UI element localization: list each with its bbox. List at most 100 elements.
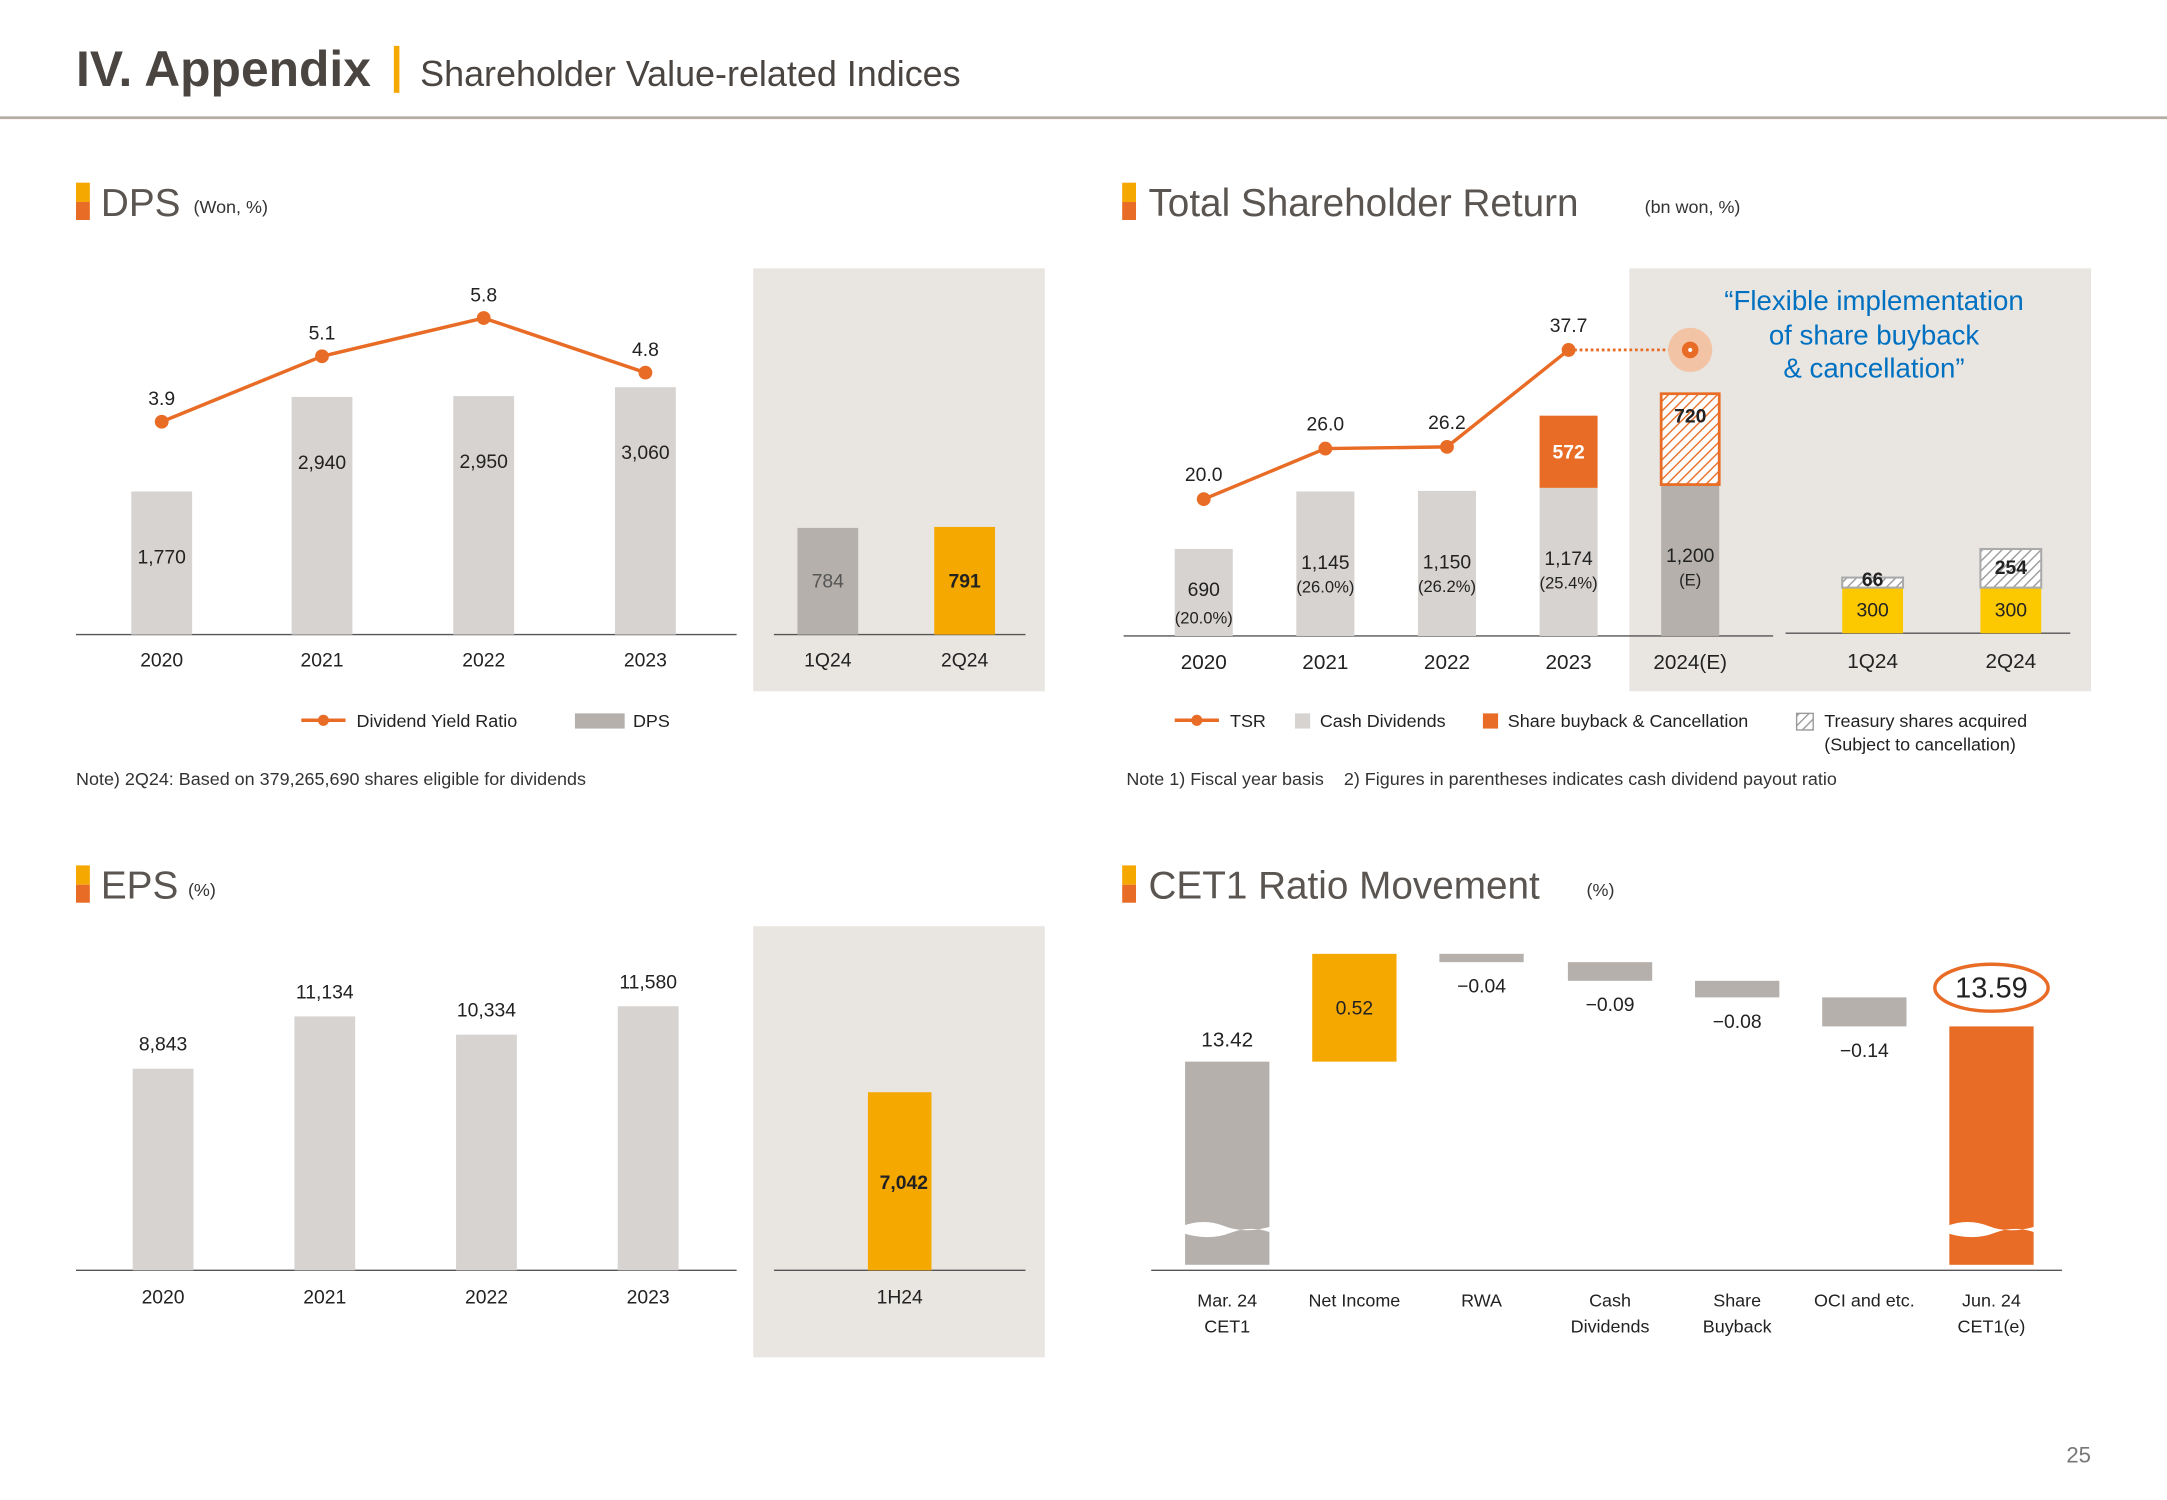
section-marker-icon (1122, 182, 1137, 203)
dps-section-header: DPS (Won, %) (76, 182, 268, 225)
tsr-cash-dividend-bar (1661, 484, 1720, 636)
dps-yield-point (476, 311, 491, 325)
tsr-treasury-bar (1979, 547, 2043, 589)
legend-treasury-label: Treasury shares acquired (1824, 711, 2027, 731)
tsr-x-tick: 2020 (1181, 651, 1227, 674)
tsr-section-header: Total Shareholder Return (bn won, %) (1122, 182, 1740, 225)
tsr-cash-label: 1,174 (1544, 548, 1593, 570)
page-subtitle: Shareholder Value-related Indices (420, 53, 961, 94)
eps-section-header: EPS (%) (76, 865, 216, 908)
eps-x-tick: 2022 (465, 1286, 508, 1308)
dps-quarter-panel (753, 268, 1045, 692)
eps-bar-label: 10,334 (457, 1000, 516, 1022)
dps-yield-label: 5.1 (309, 323, 336, 345)
tsr-callout-line3: & cancellation” (1783, 353, 1964, 384)
tsr-title: Total Shareholder Return (1148, 182, 1578, 225)
title-divider (393, 45, 400, 93)
tsr-label: 37.7 (1550, 315, 1588, 337)
dps-unit: (Won, %) (193, 197, 268, 217)
tsr-payout-label: (25.4%) (1540, 574, 1598, 593)
cet1-change-bar (1695, 980, 1780, 998)
tsr-quarter-buyback-label: 300 (1857, 600, 1889, 622)
dps-bar-label: 2,950 (460, 451, 508, 473)
legend-treasury-sublabel: (Subject to cancellation) (1824, 735, 2016, 755)
legend-tsr-icon (1191, 714, 1203, 726)
cet1-title: CET1 Ratio Movement (1148, 865, 1540, 908)
legend-buyback-icon (1482, 713, 1499, 729)
eps-half-bar (867, 1092, 932, 1271)
dps-quarter-label: 791 (949, 571, 981, 593)
eps-title: EPS (101, 865, 178, 908)
dps-x-tick: 2021 (301, 649, 344, 671)
tsr-point (1196, 492, 1211, 507)
tsr-quarter-x-tick: 2Q24 (1985, 650, 2036, 673)
cet1-change-label: −0.08 (1713, 1011, 1762, 1033)
tsr-cash-dividend-bar (1417, 490, 1476, 636)
tsr-payout-label: (E) (1679, 570, 1701, 589)
tsr-x-tick: 2023 (1546, 651, 1592, 674)
dps-note: Note) 2Q24: Based on 379,265,690 shares … (76, 769, 586, 789)
dps-bar-label: 2,940 (298, 452, 346, 474)
section-marker-icon (76, 202, 90, 220)
tsr-treasury-label: 254 (1995, 557, 2027, 579)
cet1-change-bar (1822, 997, 1907, 1027)
dps-bar (453, 396, 515, 635)
cet1-change-bar (1567, 962, 1653, 981)
cet1-x-tick: CET1 (1204, 1317, 1250, 1337)
tsr-quarter-buyback-bar (1842, 587, 1904, 634)
tsr-x-tick: 2021 (1302, 651, 1348, 674)
section-marker-icon (1122, 884, 1137, 903)
header-rule (0, 116, 2167, 120)
legend-dps-label: DPS (633, 711, 670, 731)
eps-bar (294, 1016, 356, 1271)
tsr-cash-label: 1,200 (1666, 545, 1714, 567)
dps-title: DPS (101, 182, 181, 225)
cet1-start-label: 13.42 (1201, 1028, 1253, 1051)
tsr-payout-label: (26.2%) (1418, 577, 1476, 596)
dps-yield-point (315, 349, 329, 364)
dps-x-tick: 2022 (462, 649, 505, 671)
tsr-x-tick: 2024(E) (1653, 651, 1727, 674)
legend-cash-icon (1294, 713, 1311, 729)
tsr-cash-dividend-bar (1174, 548, 1233, 636)
tsr-label: 26.2 (1428, 412, 1466, 434)
eps-half-label: 7,042 (880, 1172, 928, 1194)
legend-dps-icon (574, 713, 625, 729)
tsr-unit: (bn won, %) (1645, 197, 1741, 217)
tsr-payout-label: (20.0%) (1175, 609, 1233, 628)
tsr-point (1318, 441, 1333, 456)
eps-x-tick: 2023 (627, 1286, 670, 1308)
eps-unit: (%) (188, 880, 216, 900)
dps-yield-label: 3.9 (148, 388, 175, 410)
tsr-label: 20.0 (1185, 464, 1223, 486)
tsr-treasury-label: 66 (1862, 569, 1884, 591)
tsr-buyback-bar (1539, 415, 1598, 488)
eps-bar-label: 8,843 (139, 1034, 187, 1056)
section-marker-icon (1122, 202, 1137, 220)
dps-quarter-bar (934, 526, 996, 635)
tsr-quarter-buyback-label: 300 (1995, 600, 2027, 622)
legend-cash-label: Cash Dividends (1320, 711, 1446, 731)
dps-quarter-x-tick: 1Q24 (804, 649, 852, 671)
section-marker-icon (1122, 865, 1137, 885)
tsr-cash-dividend-bar (1539, 487, 1598, 636)
cet1-section-header: CET1 Ratio Movement (%) (1122, 865, 1614, 908)
tsr-label: 26.0 (1307, 414, 1345, 436)
eps-bar (617, 1006, 679, 1271)
dps-yield-label: 4.8 (632, 339, 659, 361)
dps-x-tick: 2023 (624, 649, 667, 671)
page-number: 25 (2066, 1442, 2091, 1467)
tsr-cash-label: 690 (1188, 579, 1220, 601)
dps-bar (614, 387, 676, 635)
legend-yield-label: Dividend Yield Ratio (357, 711, 518, 731)
section-marker-icon (76, 182, 90, 203)
tsr-buyback-label: 720 (1674, 406, 1706, 428)
cet1-x-tick: Share (1713, 1290, 1761, 1310)
axis-break-icon (1182, 1221, 1273, 1238)
tsr-quarter-buyback-bar (1980, 587, 2042, 634)
tsr-cash-label: 1,150 (1423, 551, 1471, 573)
dps-yield-point (638, 365, 653, 380)
section-marker-icon (76, 884, 90, 903)
dps-quarter-x-tick: 2Q24 (941, 649, 989, 671)
